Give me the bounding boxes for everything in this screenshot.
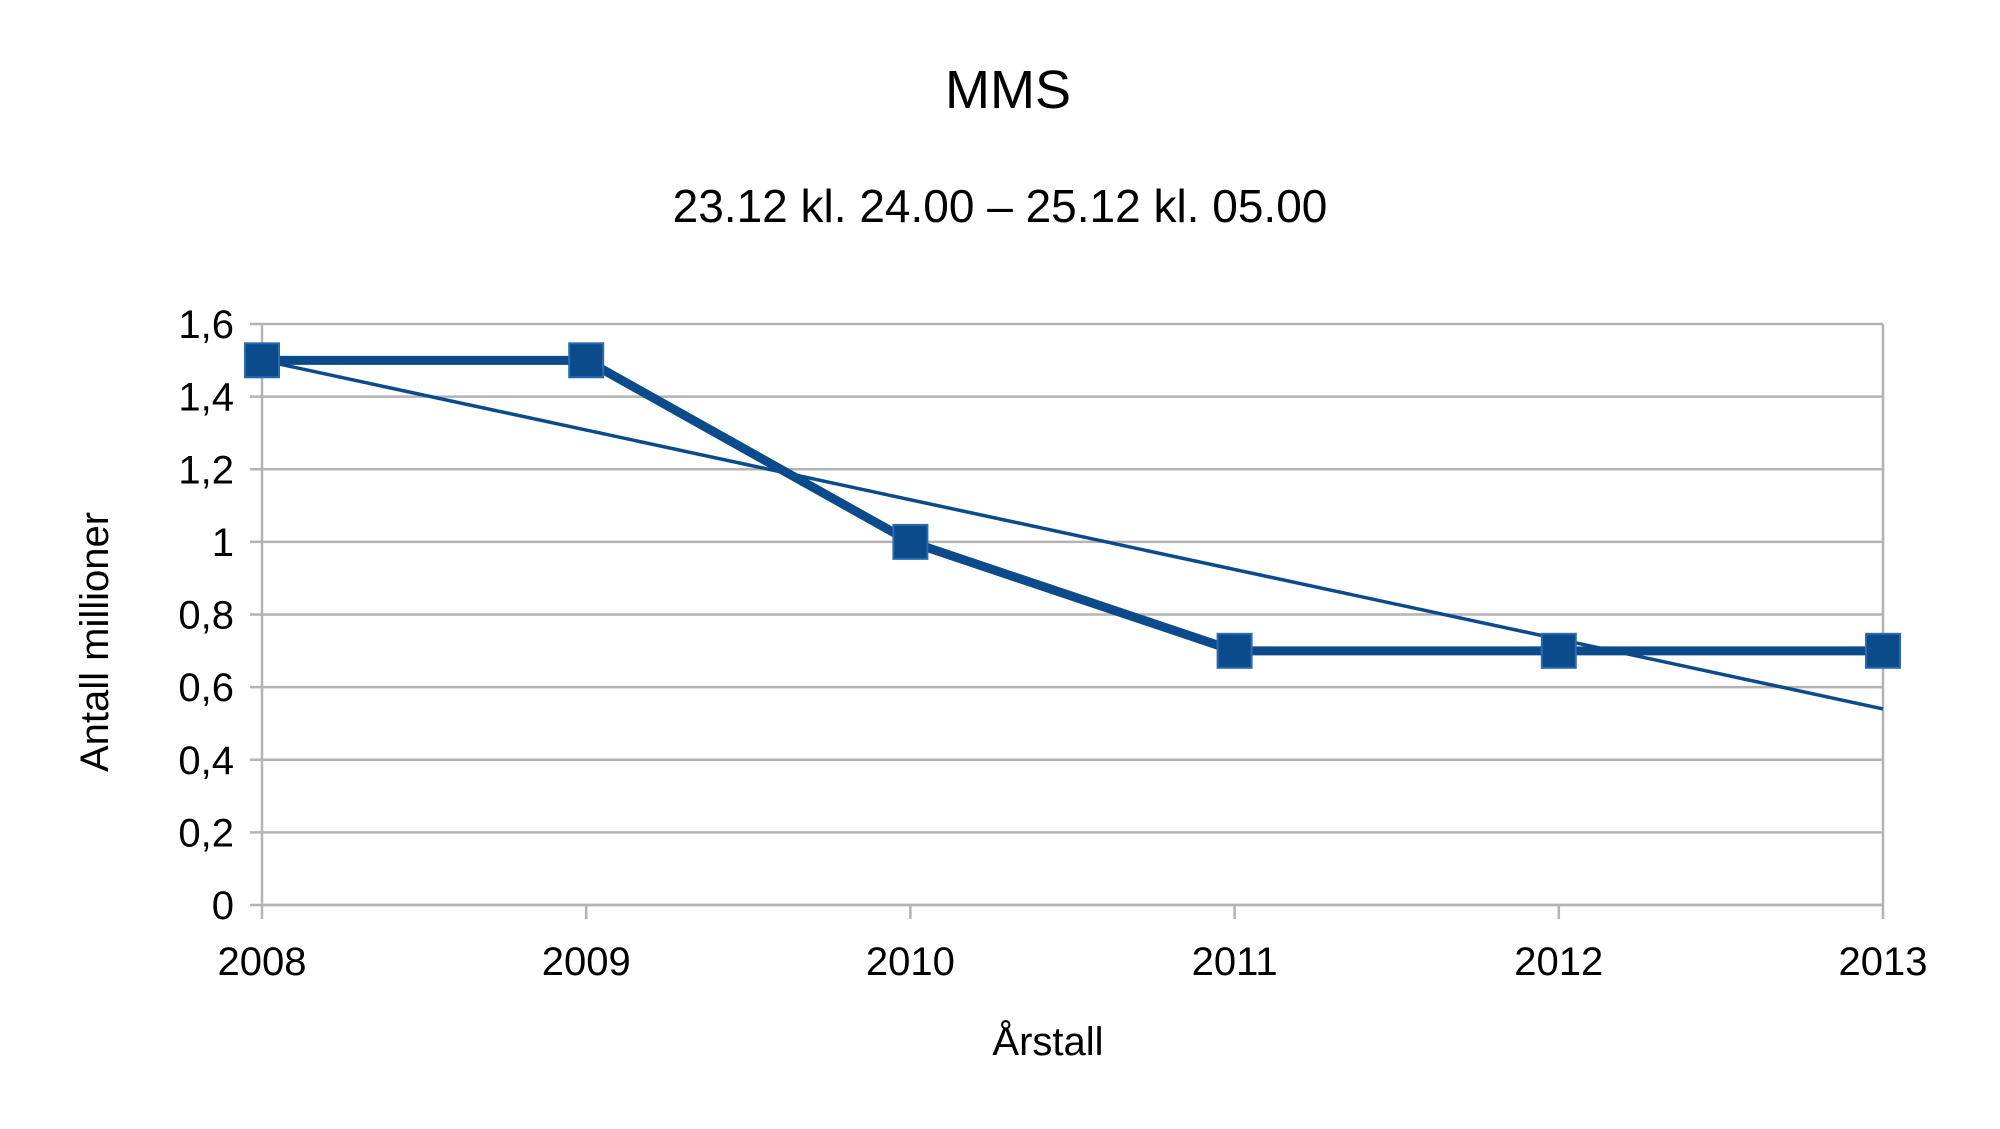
y-tick-label: 0 xyxy=(212,884,234,928)
data-point-marker xyxy=(1865,632,1901,669)
x-tick-label: 2009 xyxy=(542,940,631,984)
y-tick-label: 0,8 xyxy=(178,594,234,638)
trendline xyxy=(261,358,1884,711)
data-point-marker xyxy=(892,523,929,560)
data-point-marker xyxy=(1216,632,1253,669)
series-layer xyxy=(244,342,1901,669)
y-tick-label: 1 xyxy=(212,521,234,565)
axes xyxy=(250,322,1885,919)
chart-title: MMS xyxy=(945,60,1071,120)
data-point-marker xyxy=(1540,632,1577,669)
y-tick-label: 0,2 xyxy=(178,811,234,855)
chart-subtitle: 23.12 kl. 24.00 – 25.12 kl. 05.00 xyxy=(673,180,1328,232)
x-tick-labels: 2008 2009 2010 2011 2012 2013 xyxy=(218,940,1928,984)
y-axis-label: Antall millioner xyxy=(73,512,117,772)
y-tick-label: 0,6 xyxy=(178,666,234,710)
x-tick-label: 2008 xyxy=(218,940,307,984)
y-tick-label: 0,4 xyxy=(178,739,234,783)
y-tick-label: 1,6 xyxy=(178,303,234,347)
data-point-marker xyxy=(568,342,605,379)
y-tick-label: 1,4 xyxy=(178,376,234,420)
trendline-layer xyxy=(261,358,1884,711)
y-tick-label: 1,2 xyxy=(178,448,234,492)
data-point-marker xyxy=(244,342,280,379)
series-line xyxy=(262,355,1883,656)
y-tick-labels: 0 0,2 0,4 0,6 0,8 1 1,2 1,4 1,6 xyxy=(178,303,234,928)
x-tick-label: 2012 xyxy=(1514,940,1603,984)
gridlines xyxy=(262,322,1883,907)
x-tick-label: 2010 xyxy=(866,940,955,984)
x-tick-label: 2013 xyxy=(1839,940,1928,984)
x-tick-label: 2011 xyxy=(1192,940,1278,984)
x-axis-label: Årstall xyxy=(992,1019,1103,1064)
